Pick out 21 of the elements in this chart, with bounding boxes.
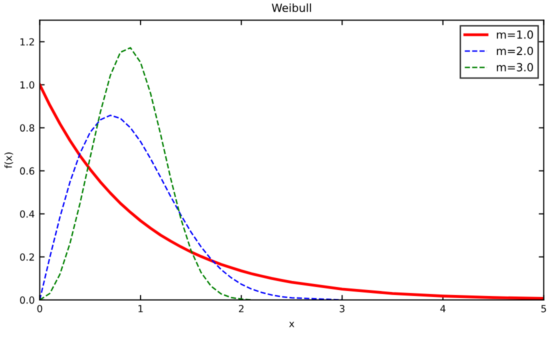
y-tick-label: 0.6 — [20, 167, 34, 175]
y-tick-label: 0.8 — [20, 124, 34, 132]
chart-title: Weibull — [272, 3, 311, 12]
x-tick-label: 2 — [238, 304, 244, 312]
x-tick-label: 4 — [440, 305, 446, 312]
y-tick-label: 1.2 — [20, 38, 34, 46]
y-tick-label: 0.0 — [20, 296, 34, 304]
legend-label: m=3.0 — [496, 63, 533, 72]
x-tick-label: 3 — [340, 304, 344, 312]
y-tick-label: 1.0 — [20, 81, 34, 89]
y-axis-title: f(x) — [4, 152, 14, 168]
y-tick-label: 0.2 — [20, 253, 34, 261]
legend-label: m=1.0 — [496, 30, 533, 39]
x-tick-label: 5 — [541, 305, 546, 312]
legend-label: m=2.0 — [496, 46, 533, 56]
x-tick-label: 0 — [37, 304, 42, 312]
x-tick-label: 1 — [138, 305, 143, 312]
y-tick-label: 0.4 — [20, 210, 34, 218]
line-series — [40, 47, 252, 300]
line-series — [40, 114, 343, 300]
x-axis-title: x — [289, 322, 294, 328]
